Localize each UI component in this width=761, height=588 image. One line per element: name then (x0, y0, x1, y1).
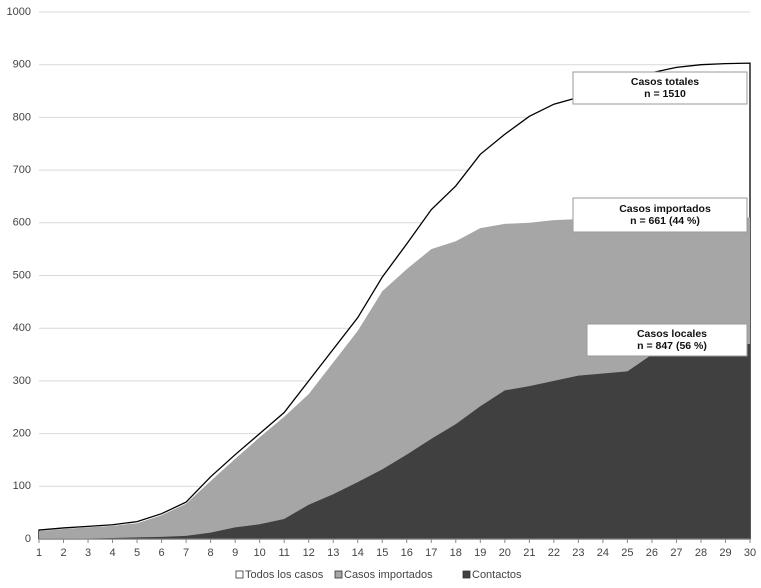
y-tick-label: 100 (13, 480, 31, 492)
x-tick-label: 10 (254, 547, 266, 559)
annotation-text: n = 1510 (644, 88, 686, 100)
x-tick-label: 22 (548, 547, 560, 559)
x-tick-label: 30 (744, 547, 756, 559)
x-tick-label: 23 (572, 547, 584, 559)
y-tick-label: 200 (13, 428, 31, 440)
x-tick-label: 25 (621, 547, 633, 559)
x-tick-label: 9 (232, 547, 238, 559)
x-tick-label: 24 (597, 547, 609, 559)
y-tick-label: 0 (25, 533, 31, 545)
x-tick-label: 7 (183, 547, 189, 559)
y-tick-label: 300 (13, 375, 31, 387)
annotation-box (572, 197, 748, 233)
x-tick-label: 1 (36, 547, 42, 559)
annotation-text: n = 847 (56 %) (637, 340, 707, 352)
annotation-title: Casos locales (637, 328, 707, 340)
x-tick-label: 26 (646, 547, 658, 559)
legend-swatch (334, 570, 343, 579)
area (39, 344, 750, 539)
x-tick-label: 12 (303, 547, 315, 559)
x-tick-label: 20 (499, 547, 511, 559)
x-tick-label: 4 (109, 547, 115, 559)
x-tick-label: 29 (719, 547, 731, 559)
x-tick-label: 21 (523, 547, 535, 559)
x-tick-label: 19 (474, 547, 486, 559)
annotation-box (572, 71, 748, 105)
legend-item: Contactos (462, 569, 522, 581)
y-tick-label: 500 (13, 269, 31, 281)
x-tick-label: 11 (278, 547, 289, 559)
legend-label: Casos importados (344, 569, 433, 581)
x-tick-label: 14 (352, 547, 364, 559)
annotation-text: n = 661 (44 %) (630, 215, 700, 227)
y-tick-label: 700 (13, 164, 31, 176)
x-tick-label: 27 (670, 547, 682, 559)
annotation-title: Casos importados (619, 203, 711, 215)
x-tick-label: 17 (425, 547, 437, 559)
annotation-box (586, 323, 748, 357)
x-tick-label: 6 (159, 547, 165, 559)
x-tick-label: 28 (695, 547, 707, 559)
legend-label: Todos los casos (245, 569, 324, 581)
x-tick-label: 16 (401, 547, 413, 559)
y-tick-label: 900 (13, 59, 31, 71)
x-tick-label: 13 (327, 547, 339, 559)
x-tick-label: 2 (60, 547, 66, 559)
y-tick-label: 400 (13, 322, 31, 334)
legend-swatch (462, 570, 471, 579)
y-tick-label: 800 (13, 111, 31, 123)
legend-label: Contactos (472, 569, 522, 581)
x-tick-label: 15 (376, 547, 388, 559)
legend-swatch (235, 570, 244, 579)
y-tick-label: 1000 (7, 6, 31, 18)
legend-item: Casos importados (334, 569, 433, 581)
x-tick-label: 18 (450, 547, 462, 559)
annotation-title: Casos totales (631, 76, 699, 88)
y-tick-label: 600 (13, 217, 31, 229)
x-tick-label: 3 (85, 547, 91, 559)
x-tick-label: 8 (208, 547, 214, 559)
legend-item: Todos los casos (235, 569, 324, 581)
x-tick-label: 5 (134, 547, 140, 559)
